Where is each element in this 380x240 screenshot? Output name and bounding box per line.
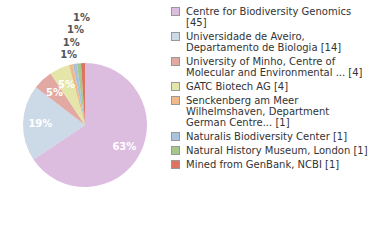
html-text:Universidade de Aveiro, Depart: Universidade de Aveiro, Departamento de …	[186, 31, 342, 53]
svg-text:5%: 5%	[46, 86, 63, 98]
html-text:Naturalis Biodiversity Center: Naturalis Biodiversity Center [1]	[186, 131, 348, 142]
html-text:Senckenberg am Meer Wilhelmsha: Senckenberg am Meer Wilhelmshaven, Depar…	[186, 95, 330, 128]
svg-text:1%: 1%	[63, 37, 80, 48]
html-text:Mined from GenBank, NCBI [1]: Mined from GenBank, NCBI [1]	[186, 159, 340, 170]
html-text:Centre for Biodiversity Genomi: Centre for Biodiversity Genomics [45]	[186, 6, 352, 28]
svg-text:1%: 1%	[73, 12, 90, 23]
svg-text:63%: 63%	[112, 141, 136, 152]
html-text:University of Minho, Centre of: University of Minho, Centre of Molecular…	[186, 56, 363, 78]
svg-text:1%: 1%	[60, 49, 77, 60]
html-text:Natural History Museum, London: Natural History Museum, London [1]	[186, 145, 368, 156]
svg-text:19%: 19%	[28, 118, 52, 129]
svg-text:1%: 1%	[67, 24, 84, 35]
html-text:GATC Biotech AG [4]: GATC Biotech AG [4]	[186, 81, 289, 92]
svg-text:5%: 5%	[58, 79, 75, 90]
